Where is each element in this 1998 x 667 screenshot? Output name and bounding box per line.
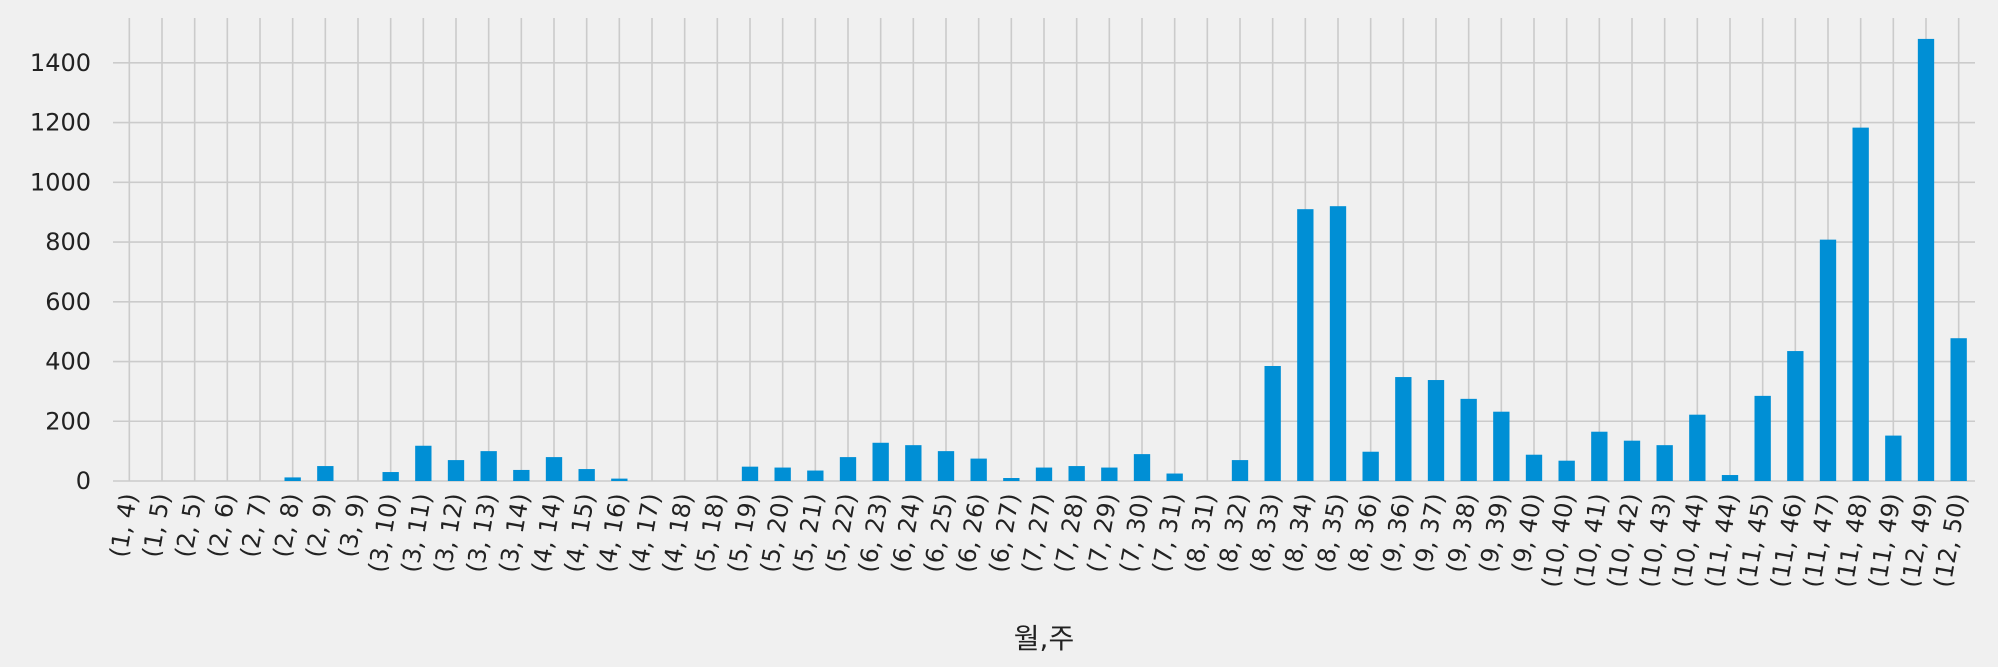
bar — [1591, 431, 1608, 481]
bar — [1329, 206, 1347, 481]
bar — [1656, 445, 1673, 481]
bar — [1754, 395, 1771, 481]
bar — [839, 457, 857, 481]
bar — [1917, 38, 1935, 482]
bar — [317, 466, 334, 481]
bar — [1460, 398, 1477, 481]
bar — [1427, 380, 1445, 481]
bar — [1068, 466, 1085, 481]
bar — [1493, 411, 1510, 481]
bar — [774, 467, 791, 481]
y-tick-labels: 0 200 400 600 800 1000 1200 1400 — [30, 49, 91, 495]
bar — [1003, 478, 1020, 481]
bar — [1297, 209, 1314, 481]
bar — [1787, 351, 1804, 481]
y-tick-label: 800 — [45, 228, 91, 256]
y-tick-label: 1400 — [30, 49, 91, 77]
y-tick-label: 200 — [45, 407, 91, 435]
bar — [578, 469, 595, 481]
y-tick-label: 1200 — [30, 109, 91, 137]
bar — [415, 445, 432, 481]
bar — [611, 478, 628, 481]
bars — [284, 38, 1967, 482]
y-tick-label: 0 — [76, 467, 91, 495]
bar — [480, 451, 497, 481]
bar — [1885, 435, 1902, 481]
bar — [1689, 414, 1706, 481]
y-tick-label: 400 — [45, 348, 91, 376]
y-tick-label: 1000 — [30, 168, 91, 196]
bar — [1852, 127, 1869, 481]
bar — [741, 466, 759, 481]
bar — [447, 460, 465, 481]
bar — [1950, 338, 1967, 481]
bar — [905, 445, 922, 481]
bar — [1721, 475, 1739, 481]
bar — [1819, 239, 1837, 481]
bar — [807, 470, 824, 481]
bar — [970, 458, 987, 481]
bar — [284, 477, 301, 481]
bar — [382, 472, 399, 481]
bar — [872, 442, 889, 481]
bar — [1395, 377, 1412, 481]
bar — [1231, 460, 1249, 481]
bar — [937, 451, 955, 481]
bar — [1623, 440, 1641, 481]
bar — [1525, 454, 1543, 481]
bar — [1166, 473, 1183, 481]
bar — [1264, 365, 1281, 481]
bar — [513, 469, 530, 481]
x-axis-label: 월,주 — [1014, 622, 1074, 655]
bar — [1133, 454, 1151, 481]
bar — [1035, 467, 1053, 481]
bar — [1362, 451, 1379, 481]
bar — [1101, 467, 1118, 481]
bar — [545, 457, 563, 481]
y-tick-label: 600 — [45, 288, 91, 316]
bar — [1558, 460, 1575, 481]
